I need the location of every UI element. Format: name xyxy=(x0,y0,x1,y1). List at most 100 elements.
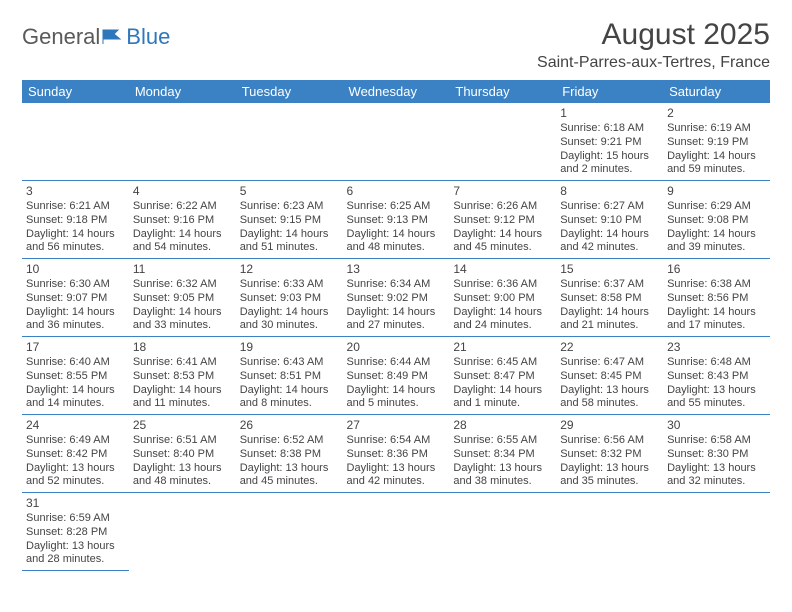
day-info-line: Sunset: 9:08 PM xyxy=(667,214,766,228)
month-title: August 2025 xyxy=(537,18,770,52)
day-number: 21 xyxy=(453,340,552,355)
day-info-line: Daylight: 14 hours xyxy=(347,306,446,320)
empty-cell xyxy=(663,493,770,571)
day-cell: 30Sunrise: 6:58 AMSunset: 8:30 PMDayligh… xyxy=(663,415,770,493)
calendar-table: Sunday Monday Tuesday Wednesday Thursday… xyxy=(22,80,770,571)
day-info-line: and 8 minutes. xyxy=(240,397,339,411)
day-cell: 7Sunrise: 6:26 AMSunset: 9:12 PMDaylight… xyxy=(449,181,556,259)
day-cell: 10Sunrise: 6:30 AMSunset: 9:07 PMDayligh… xyxy=(22,259,129,337)
day-info-line: Sunset: 8:49 PM xyxy=(347,370,446,384)
day-info-line: Sunset: 8:43 PM xyxy=(667,370,766,384)
empty-cell xyxy=(343,103,450,181)
day-number: 19 xyxy=(240,340,339,355)
day-info-line: Sunset: 8:28 PM xyxy=(26,526,125,540)
day-info-line: and 45 minutes. xyxy=(240,475,339,489)
empty-cell xyxy=(236,493,343,571)
day-info-line: Sunrise: 6:26 AM xyxy=(453,200,552,214)
day-cell: 20Sunrise: 6:44 AMSunset: 8:49 PMDayligh… xyxy=(343,337,450,415)
day-cell: 25Sunrise: 6:51 AMSunset: 8:40 PMDayligh… xyxy=(129,415,236,493)
day-info-line: and 36 minutes. xyxy=(26,319,125,333)
topbar: General Blue August 2025 Saint-Parres-au… xyxy=(22,18,770,72)
day-number: 13 xyxy=(347,262,446,277)
day-info-line: Daylight: 13 hours xyxy=(347,462,446,476)
day-info-line: Sunrise: 6:44 AM xyxy=(347,356,446,370)
day-info-line: Daylight: 14 hours xyxy=(26,384,125,398)
day-info-line: Sunset: 9:07 PM xyxy=(26,292,125,306)
day-info-line: Daylight: 14 hours xyxy=(26,228,125,242)
day-info-line: Sunset: 8:45 PM xyxy=(560,370,659,384)
day-info-line: and 11 minutes. xyxy=(133,397,232,411)
day-info-line: Daylight: 14 hours xyxy=(560,228,659,242)
day-info-line: and 28 minutes. xyxy=(26,553,125,567)
day-number: 5 xyxy=(240,184,339,199)
day-info-line: and 58 minutes. xyxy=(560,397,659,411)
day-info-line: Sunrise: 6:36 AM xyxy=(453,278,552,292)
day-info-line: Daylight: 13 hours xyxy=(667,384,766,398)
day-info-line: and 27 minutes. xyxy=(347,319,446,333)
day-info-line: Sunrise: 6:43 AM xyxy=(240,356,339,370)
day-cell: 6Sunrise: 6:25 AMSunset: 9:13 PMDaylight… xyxy=(343,181,450,259)
day-cell: 15Sunrise: 6:37 AMSunset: 8:58 PMDayligh… xyxy=(556,259,663,337)
day-info-line: Sunrise: 6:29 AM xyxy=(667,200,766,214)
day-cell: 8Sunrise: 6:27 AMSunset: 9:10 PMDaylight… xyxy=(556,181,663,259)
day-cell: 22Sunrise: 6:47 AMSunset: 8:45 PMDayligh… xyxy=(556,337,663,415)
day-number: 20 xyxy=(347,340,446,355)
logo-text-general: General xyxy=(22,24,100,50)
day-info-line: Sunset: 8:47 PM xyxy=(453,370,552,384)
day-info-line: Sunrise: 6:56 AM xyxy=(560,434,659,448)
day-cell: 21Sunrise: 6:45 AMSunset: 8:47 PMDayligh… xyxy=(449,337,556,415)
day-info-line: and 42 minutes. xyxy=(560,241,659,255)
day-cell: 18Sunrise: 6:41 AMSunset: 8:53 PMDayligh… xyxy=(129,337,236,415)
day-info-line: Sunrise: 6:58 AM xyxy=(667,434,766,448)
empty-cell xyxy=(22,103,129,181)
day-number: 11 xyxy=(133,262,232,277)
title-block: August 2025 Saint-Parres-aux-Tertres, Fr… xyxy=(537,18,770,72)
day-cell: 1Sunrise: 6:18 AMSunset: 9:21 PMDaylight… xyxy=(556,103,663,181)
day-cell: 4Sunrise: 6:22 AMSunset: 9:16 PMDaylight… xyxy=(129,181,236,259)
dayname-sun: Sunday xyxy=(22,80,129,103)
day-info-line: Sunset: 8:36 PM xyxy=(347,448,446,462)
day-number: 22 xyxy=(560,340,659,355)
day-info-line: and 54 minutes. xyxy=(133,241,232,255)
calendar-week-row: 24Sunrise: 6:49 AMSunset: 8:42 PMDayligh… xyxy=(22,415,770,493)
day-number: 16 xyxy=(667,262,766,277)
day-info-line: and 5 minutes. xyxy=(347,397,446,411)
day-info-line: Sunrise: 6:59 AM xyxy=(26,512,125,526)
day-info-line: Daylight: 13 hours xyxy=(560,384,659,398)
day-info-line: Sunrise: 6:49 AM xyxy=(26,434,125,448)
day-info-line: Daylight: 13 hours xyxy=(26,540,125,554)
day-cell: 31Sunrise: 6:59 AMSunset: 8:28 PMDayligh… xyxy=(22,493,129,571)
day-info-line: Daylight: 13 hours xyxy=(240,462,339,476)
day-info-line: Daylight: 14 hours xyxy=(453,384,552,398)
day-info-line: Sunrise: 6:33 AM xyxy=(240,278,339,292)
day-info-line: Sunrise: 6:38 AM xyxy=(667,278,766,292)
day-info-line: and 32 minutes. xyxy=(667,475,766,489)
day-info-line: Sunset: 8:42 PM xyxy=(26,448,125,462)
day-info-line: and 2 minutes. xyxy=(560,163,659,177)
day-info-line: Sunrise: 6:41 AM xyxy=(133,356,232,370)
day-info-line: Sunrise: 6:47 AM xyxy=(560,356,659,370)
day-cell: 19Sunrise: 6:43 AMSunset: 8:51 PMDayligh… xyxy=(236,337,343,415)
day-info-line: and 56 minutes. xyxy=(26,241,125,255)
day-info-line: Sunset: 8:58 PM xyxy=(560,292,659,306)
day-cell: 24Sunrise: 6:49 AMSunset: 8:42 PMDayligh… xyxy=(22,415,129,493)
day-info-line: and 48 minutes. xyxy=(347,241,446,255)
day-info-line: Sunrise: 6:45 AM xyxy=(453,356,552,370)
day-info-line: Daylight: 14 hours xyxy=(240,306,339,320)
calendar-week-row: 10Sunrise: 6:30 AMSunset: 9:07 PMDayligh… xyxy=(22,259,770,337)
day-info-line: Daylight: 14 hours xyxy=(240,384,339,398)
day-info-line: Sunset: 9:12 PM xyxy=(453,214,552,228)
day-info-line: and 45 minutes. xyxy=(453,241,552,255)
day-cell: 3Sunrise: 6:21 AMSunset: 9:18 PMDaylight… xyxy=(22,181,129,259)
day-number: 29 xyxy=(560,418,659,433)
day-info-line: Daylight: 14 hours xyxy=(560,306,659,320)
dayname-mon: Monday xyxy=(129,80,236,103)
day-info-line: Sunset: 9:16 PM xyxy=(133,214,232,228)
calendar-body: 1Sunrise: 6:18 AMSunset: 9:21 PMDaylight… xyxy=(22,103,770,571)
day-info-line: Sunrise: 6:40 AM xyxy=(26,356,125,370)
day-info-line: Sunrise: 6:48 AM xyxy=(667,356,766,370)
day-number: 15 xyxy=(560,262,659,277)
day-cell: 9Sunrise: 6:29 AMSunset: 9:08 PMDaylight… xyxy=(663,181,770,259)
day-info-line: and 48 minutes. xyxy=(133,475,232,489)
day-number: 23 xyxy=(667,340,766,355)
